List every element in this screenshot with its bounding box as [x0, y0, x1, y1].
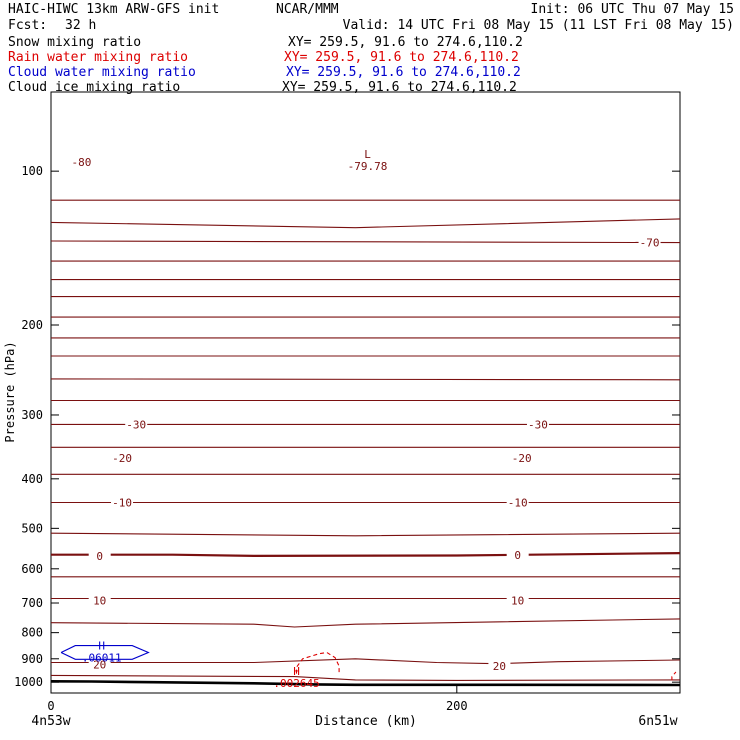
org-label: NCAR/MMM — [276, 2, 339, 17]
isotherm-label: -10 — [508, 496, 528, 509]
isotherm-line — [50, 218, 681, 229]
field-xy-rain: XY= 259.5, 91.6 to 274.6,110.2 — [284, 50, 519, 65]
x-tick-label: 0 — [47, 699, 54, 713]
isotherm-label-bg — [510, 451, 533, 464]
x-axis-title: Distance (km) — [315, 714, 417, 729]
y-tick-label: 700 — [21, 596, 43, 610]
isotherm-label: 10 — [93, 594, 106, 607]
field-label-snow: Snow mixing ratio — [8, 35, 142, 50]
isotherm-label-bg — [506, 496, 529, 509]
x-tick-label: 200 — [446, 699, 468, 713]
y-tick-label: 300 — [21, 408, 43, 422]
init-time: Init: 06 UTC Thu 07 May 15 — [530, 2, 735, 17]
field-xy-snow: XY= 259.5, 91.6 to 274.6,110.2 — [288, 35, 523, 50]
isotherm-label-bg — [638, 236, 661, 249]
isotherm-line — [50, 532, 681, 537]
y-tick-label: 100 — [21, 164, 43, 178]
isotherm-line — [50, 378, 681, 381]
isotherm-label: 20 — [93, 658, 106, 671]
isotherm-label-bg — [111, 496, 134, 509]
isotherm-line — [50, 240, 681, 244]
isotherm-label: -80 — [71, 156, 91, 169]
isotherm-label-bg — [488, 660, 511, 673]
y-tick-label: 900 — [21, 652, 43, 666]
cloud-water-contour — [60, 645, 150, 660]
isotherm-label-bg — [88, 658, 111, 671]
field-label-cloud-water: Cloud water mixing ratio — [8, 65, 196, 80]
isotherm-line — [51, 552, 681, 558]
forecast-label: Fcst: — [8, 18, 48, 33]
model-title: HAIC-HIWC 13km ARW-GFS init — [8, 2, 220, 17]
cloud-water-max-letter: H — [98, 639, 105, 652]
field-xy-cloud-ice: XY= 259.5, 91.6 to 274.6,110.2 — [282, 80, 517, 95]
isotherm-label: 20 — [493, 660, 506, 673]
isotherm-line — [50, 618, 681, 628]
y-tick-label: 800 — [21, 626, 43, 640]
field-label-cloud-ice: Cloud ice mixing ratio — [8, 80, 181, 95]
isotherm-label-bg — [506, 549, 529, 562]
cloud-water-max-value: .06011 — [82, 651, 122, 664]
y-tick-label: 200 — [21, 318, 43, 332]
isotherm-label: 0 — [96, 550, 103, 563]
isotherm-line — [50, 674, 681, 681]
isotherm-label-bg — [111, 451, 134, 464]
isotherm-layer: -80 -70 -30 -30 -20 -20 -10 -10 0 0 10 10 20 20 — [50, 156, 681, 681]
rain-water-contour — [671, 671, 677, 681]
forecast-value: 32 h — [65, 18, 97, 33]
temperature-low-letter: L — [364, 148, 371, 161]
x-right-endpoint: 6n51w — [638, 714, 677, 729]
isotherm-label-bg — [506, 594, 529, 607]
field-xy-cloud-water: XY= 259.5, 91.6 to 274.6,110.2 — [286, 65, 521, 80]
isotherm-label-bg — [70, 156, 93, 169]
isotherm-label: -30 — [528, 418, 548, 431]
isotherm-label-bg — [88, 594, 111, 607]
isotherm-label: -10 — [112, 496, 132, 509]
y-tick-label: 600 — [21, 562, 43, 576]
y-tick-label: 400 — [21, 472, 43, 486]
isotherm-label: -70 — [640, 237, 660, 250]
rain-water-max-value: .002645 — [273, 677, 319, 690]
isotherm-label: -30 — [126, 418, 146, 431]
rain-water-contour — [295, 651, 340, 674]
isotherm-label: 0 — [514, 549, 521, 562]
isotherm-label-bg — [125, 418, 148, 431]
y-tick-label: 1000 — [14, 675, 43, 689]
y-tick-label: 500 — [21, 521, 43, 535]
rain-water-max-letter: H — [293, 665, 300, 678]
isotherm-label: -20 — [112, 452, 132, 465]
field-label-rain: Rain water mixing ratio — [8, 50, 189, 65]
valid-time: Valid: 14 UTC Fri 08 May 15 (11 LST Fri … — [342, 18, 734, 33]
isotherm-label-bg — [526, 418, 549, 431]
isotherm-label-bg — [88, 549, 111, 562]
y-axis-title: Pressure (hPa) — [3, 341, 17, 442]
plot-frame — [50, 91, 681, 694]
isotherm-line — [51, 658, 681, 665]
terrain-line — [50, 680, 681, 687]
x-left-endpoint: 4n53w — [31, 714, 70, 729]
temperature-low-value: -79.78 — [348, 160, 388, 173]
isotherm-label: 10 — [511, 594, 524, 607]
isotherm-label: -20 — [512, 452, 532, 465]
